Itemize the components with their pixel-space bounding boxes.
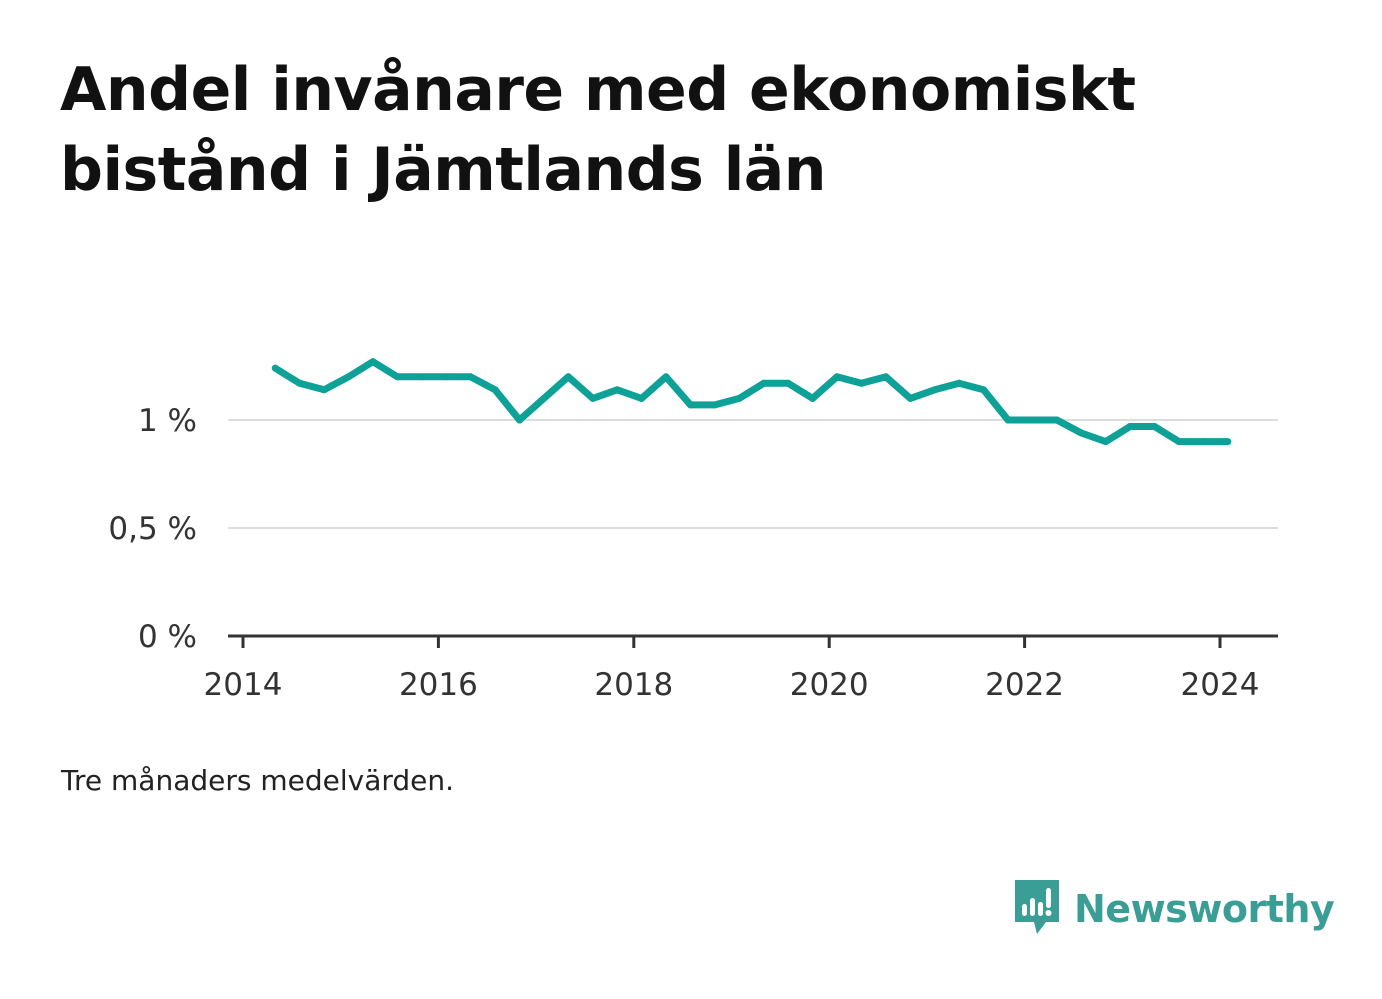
- x-tick-label: 2016: [399, 667, 478, 703]
- y-tick-label: 0,5 %: [108, 511, 197, 547]
- data-point: [515, 416, 523, 424]
- chart-title: Andel invånare med ekonomiskt bistånd i …: [60, 55, 1136, 205]
- brand-logo: Newsworthy: [1012, 878, 1335, 940]
- data-point: [1028, 416, 1036, 424]
- data-point: [1102, 438, 1110, 446]
- data-point: [345, 373, 353, 381]
- chart-note: Tre månaders medelvärden.: [61, 764, 455, 797]
- data-point: [442, 373, 450, 381]
- series-layer: [271, 358, 1232, 446]
- y-tick-label: 0 %: [138, 619, 197, 655]
- line-chart: 0 % 0,5 % 1 % 2014 2016 2018 2020 2022 2024: [108, 358, 1278, 703]
- series-line: [273, 358, 1228, 446]
- data-point: [1224, 438, 1232, 446]
- data-point: [784, 379, 792, 387]
- data-point: [613, 386, 621, 394]
- x-axis: 2014 2016 2018 2020 2022 2024: [204, 634, 1278, 703]
- brand-name: Newsworthy: [1074, 887, 1335, 931]
- x-tick-label: 2022: [985, 667, 1064, 703]
- x-tick-label: 2024: [1181, 667, 1260, 703]
- data-point: [686, 401, 694, 409]
- data-point: [735, 394, 743, 402]
- x-tick-label: 2014: [204, 667, 283, 703]
- data-point: [369, 358, 377, 366]
- data-point: [418, 373, 426, 381]
- data-point: [320, 386, 328, 394]
- data-point: [857, 379, 865, 387]
- x-tick-label: 2020: [790, 667, 869, 703]
- data-point: [955, 379, 963, 387]
- y-axis-tick-labels: 0 % 0,5 % 1 %: [108, 403, 197, 655]
- data-point: [980, 386, 988, 394]
- y-tick-label: 1 %: [138, 403, 197, 439]
- data-point: [393, 373, 401, 381]
- newsworthy-logo-icon: [1015, 880, 1059, 934]
- data-point: [931, 386, 939, 394]
- data-point: [1199, 438, 1207, 446]
- data-point: [809, 394, 817, 402]
- data-point: [1077, 429, 1085, 437]
- data-point: [711, 401, 719, 409]
- data-point: [296, 379, 304, 387]
- data-point: [906, 394, 914, 402]
- data-point: [1175, 438, 1183, 446]
- data-point: [540, 394, 548, 402]
- data-point: [1004, 416, 1012, 424]
- data-point: [760, 379, 768, 387]
- data-point: [1151, 422, 1159, 430]
- data-point: [491, 386, 499, 394]
- data-point: [1053, 416, 1061, 424]
- data-point: [564, 373, 572, 381]
- x-tick-label: 2018: [594, 667, 673, 703]
- data-point: [638, 394, 646, 402]
- data-point: [833, 373, 841, 381]
- data-point: [271, 364, 279, 372]
- data-point: [882, 373, 890, 381]
- data-point: [467, 373, 475, 381]
- data-point: [662, 373, 670, 381]
- gridlines: [228, 419, 1278, 529]
- data-point: [589, 394, 597, 402]
- data-point: [1126, 422, 1134, 430]
